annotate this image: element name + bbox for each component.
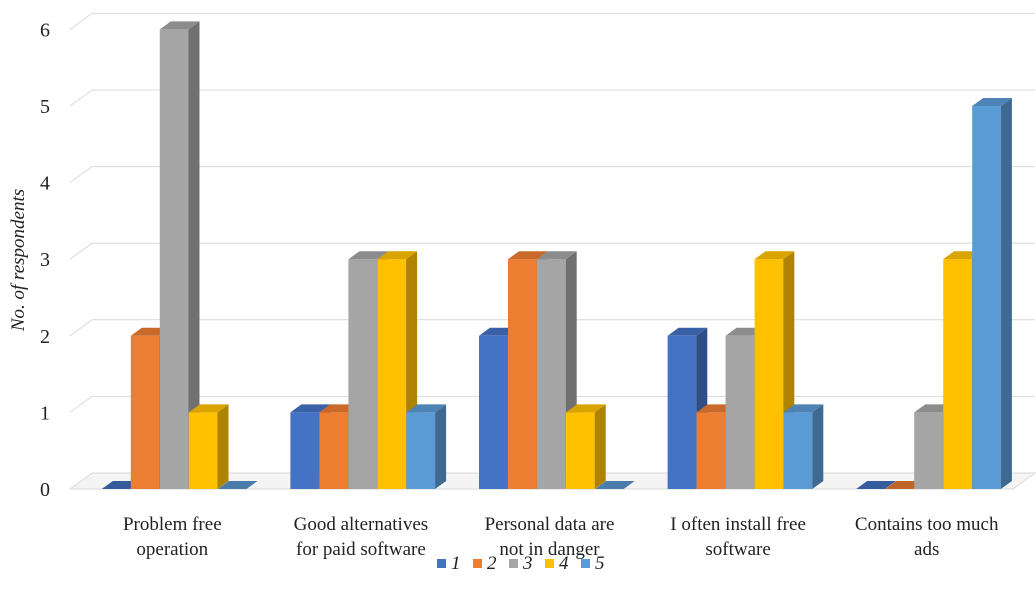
legend-swatch <box>509 559 518 568</box>
bar <box>754 251 795 489</box>
bar-front <box>696 412 726 489</box>
legend-swatch <box>437 559 446 568</box>
bar-top <box>290 404 331 413</box>
y-tick-label: 3 <box>40 249 50 271</box>
legend-swatch <box>545 559 554 568</box>
bar-front <box>783 412 813 489</box>
bar-front <box>406 412 436 489</box>
bar-front <box>188 412 218 489</box>
y-axis-ticks: 0 1 2 3 4 5 6 <box>40 19 50 501</box>
bar-top <box>348 251 389 260</box>
y-tick-label: 6 <box>40 19 50 41</box>
bar-front <box>130 335 160 489</box>
bar-side <box>435 404 447 489</box>
bar-side <box>594 404 606 489</box>
gridline-side <box>69 395 93 413</box>
bars <box>101 21 1012 490</box>
category-label: Personal data are not in danger <box>485 514 615 560</box>
bar <box>595 481 635 489</box>
bar <box>159 21 200 490</box>
legend-swatch <box>473 559 482 568</box>
bar <box>667 327 708 489</box>
bar-front <box>348 259 378 489</box>
category-label: I often install free software <box>670 514 806 560</box>
bar-front <box>479 335 508 489</box>
bar-front <box>508 259 537 489</box>
bar-side <box>188 21 200 490</box>
y-tick-label: 5 <box>40 96 50 118</box>
bar <box>856 481 896 489</box>
bar-zero <box>595 481 635 489</box>
bar <box>188 404 229 489</box>
y-axis-label: No. of respondents <box>8 189 29 332</box>
bar-front <box>319 412 349 489</box>
gridline-side <box>69 12 93 30</box>
bar <box>406 404 447 489</box>
legend-label: 2 <box>487 553 497 574</box>
bar-front <box>914 412 943 489</box>
bar-top <box>566 404 606 413</box>
bar <box>783 404 824 489</box>
bar-front <box>159 29 189 490</box>
bar-top <box>537 251 577 260</box>
bar <box>566 404 606 489</box>
y-tick-label: 1 <box>40 402 50 424</box>
category-labels: Problem free operation Good alternatives fo… <box>123 514 999 560</box>
bar-front <box>725 335 755 489</box>
bar-top <box>972 98 1012 106</box>
bar-front <box>754 259 784 489</box>
bar-top <box>188 404 229 413</box>
category-label: Contains too much ads <box>855 514 999 560</box>
category-label: Good alternatives for paid software <box>294 514 429 560</box>
legend-label: 1 <box>451 553 461 574</box>
gridline-side <box>69 166 93 184</box>
bar-front <box>290 412 320 489</box>
bar-front <box>537 259 566 489</box>
legend-swatch <box>581 559 590 568</box>
gridline-side <box>69 89 93 107</box>
gridline-side <box>69 319 93 337</box>
bar-top <box>377 251 418 260</box>
y-tick-label: 0 <box>40 479 50 501</box>
bar-top <box>783 404 824 413</box>
bar-front <box>943 259 972 489</box>
bar <box>972 98 1012 489</box>
bar <box>217 481 258 489</box>
bar-front <box>972 106 1001 489</box>
legend-label: 3 <box>522 553 533 574</box>
bar-side <box>812 404 824 489</box>
legend-label: 5 <box>595 553 605 574</box>
bar-zero <box>217 481 258 489</box>
bar-side <box>217 404 229 489</box>
bar-top <box>406 404 447 413</box>
y-tick-label: 4 <box>40 173 50 195</box>
gridline-side <box>69 242 93 260</box>
bar-side <box>1000 98 1012 489</box>
legend: 1 2 3 4 5 <box>437 553 605 574</box>
bar-front <box>566 412 595 489</box>
bar-front <box>667 335 697 489</box>
y-tick-label: 2 <box>40 326 50 348</box>
legend-label: 4 <box>559 553 569 574</box>
bar-top <box>508 251 548 260</box>
bar-top <box>754 251 795 260</box>
bar-top <box>667 327 708 336</box>
bar-top <box>159 21 200 30</box>
bar-front <box>377 259 407 489</box>
category-label: Problem free operation <box>123 514 222 560</box>
bar-zero <box>856 481 896 489</box>
